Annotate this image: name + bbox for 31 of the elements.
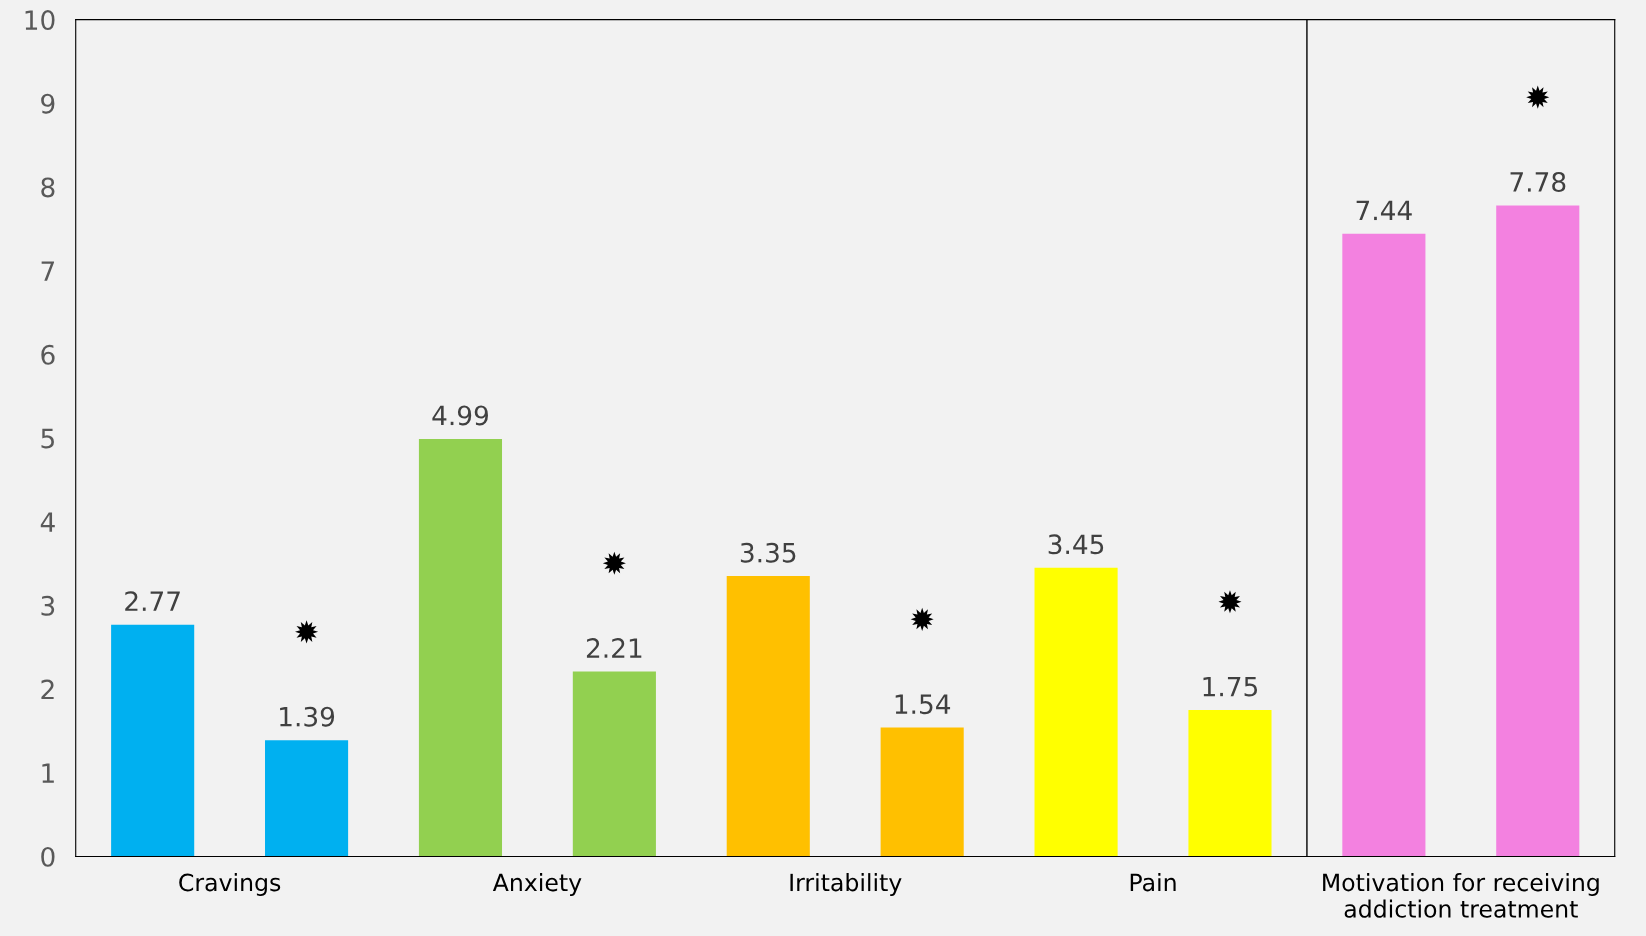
x-tick-label: Pain: [1130, 873, 1176, 892]
x-tick-label: Motivation for receiving addiction treatment: [1323, 873, 1599, 918]
y-tick-label: 5: [41, 428, 54, 449]
x-tick-label: Irritability: [790, 873, 902, 896]
x-tick-label: Cravings: [179, 873, 281, 896]
y-tick-label: 4: [40, 512, 55, 532]
data-label: 7.78: [1510, 172, 1566, 192]
y-tick-label: 1: [42, 763, 54, 783]
data-label: 3.35: [740, 542, 796, 563]
data-label: 2.21: [586, 638, 642, 658]
y-tick-label: 0: [41, 846, 55, 867]
annotation: ✹: [1218, 590, 1242, 614]
data-label: 2.77: [125, 591, 180, 611]
y-tick-label: 6: [41, 344, 55, 365]
annotation: ✹: [1526, 85, 1550, 109]
y-tick-label: 10: [25, 10, 55, 31]
data-label: 4.99: [432, 405, 488, 426]
y-tick-label: 2: [41, 679, 54, 700]
data-label: 7.44: [1356, 200, 1412, 221]
data-label: 3.45: [1048, 534, 1104, 555]
annotation: ✹: [295, 620, 319, 644]
annotation: ✹: [910, 607, 934, 631]
y-tick-label: 8: [41, 177, 55, 198]
data-label: 1.54: [895, 694, 951, 715]
y-tick-label: 7: [41, 261, 55, 281]
data-label: 1.39: [280, 706, 335, 727]
annotation: ✹: [602, 551, 626, 575]
y-tick-label: 3: [41, 595, 55, 616]
x-tick-label: Anxiety: [492, 873, 582, 896]
data-label: 1.75: [1203, 676, 1258, 697]
y-tick-label: 9: [41, 93, 55, 114]
